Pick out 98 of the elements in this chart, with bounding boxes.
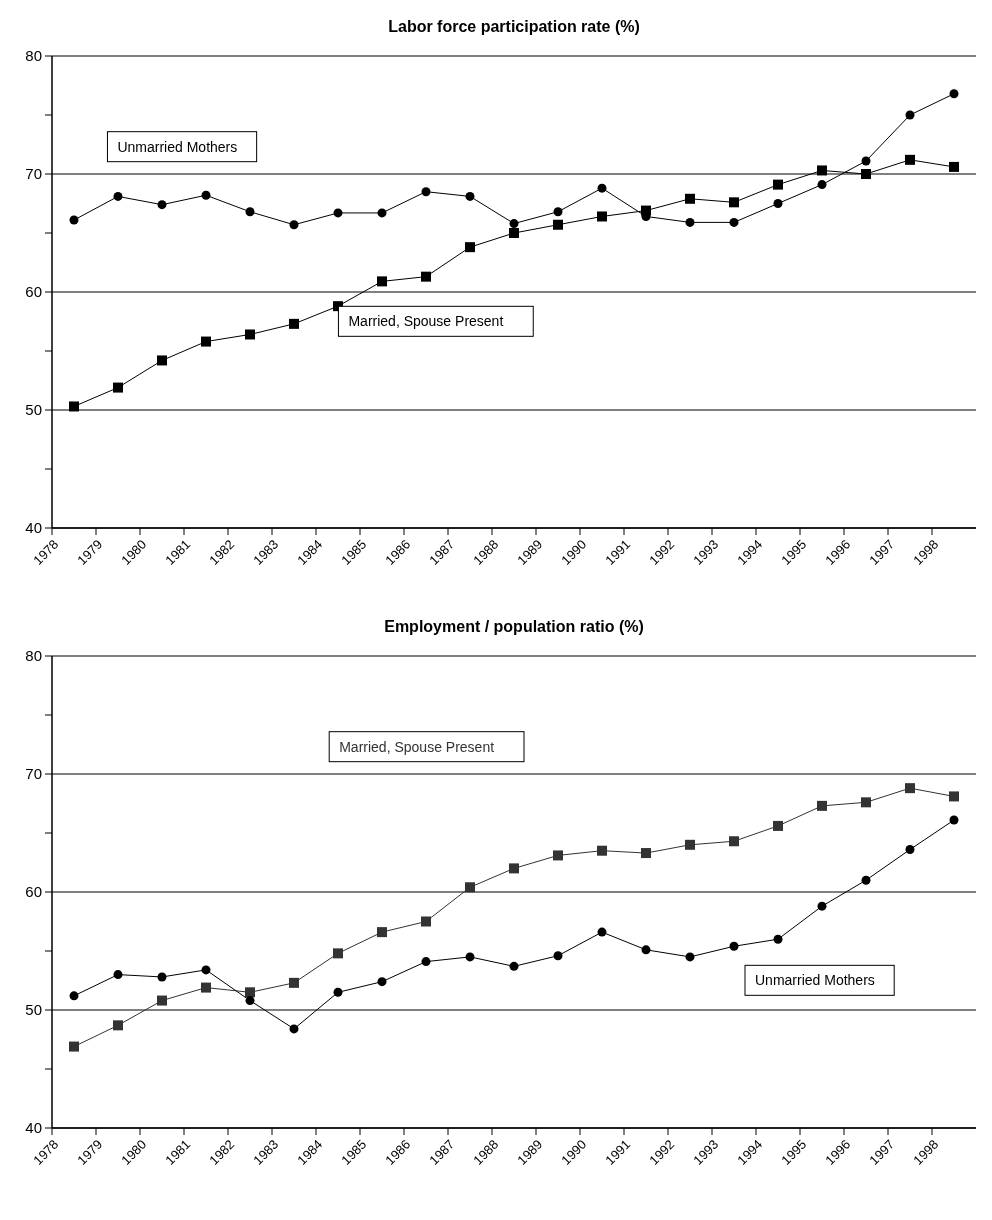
point (949, 89, 959, 99)
point (641, 205, 651, 216)
text: Unmarried Mothers (755, 972, 875, 989)
point (685, 839, 695, 850)
point (421, 957, 431, 967)
point (509, 863, 519, 874)
point (685, 193, 695, 204)
point (817, 800, 827, 811)
point (729, 197, 739, 208)
point (597, 211, 607, 222)
point (201, 965, 211, 975)
point (949, 161, 959, 172)
point (817, 165, 827, 176)
point (905, 110, 915, 120)
point (113, 1020, 123, 1031)
point (729, 836, 739, 847)
point (597, 845, 607, 856)
point (333, 208, 343, 218)
point (553, 850, 563, 861)
point (817, 180, 827, 190)
point (201, 336, 211, 347)
point (861, 169, 871, 179)
chart-title: Employment / population ratio (%) (384, 618, 644, 635)
y-tick-label: 60 (25, 283, 42, 301)
point (333, 948, 343, 959)
point (817, 901, 827, 911)
point (113, 191, 123, 201)
point (69, 1041, 79, 1052)
point (201, 190, 211, 200)
point (773, 934, 783, 944)
point (729, 941, 739, 951)
point (289, 220, 299, 230)
point (509, 219, 519, 229)
point (377, 276, 387, 287)
y-tick-label: 40 (25, 1119, 42, 1137)
point (465, 191, 475, 201)
point (245, 987, 255, 998)
point (157, 995, 167, 1006)
point (201, 982, 211, 993)
point (465, 882, 475, 893)
point (333, 987, 343, 997)
point (773, 199, 783, 208)
point (597, 927, 607, 937)
point (553, 219, 563, 230)
point (509, 961, 519, 971)
y-tick-label: 60 (25, 883, 42, 901)
chart-title: Labor force participation rate (%) (388, 18, 640, 35)
text: Unmarried Mothers (117, 138, 238, 155)
point (597, 183, 607, 193)
point (861, 875, 871, 885)
point (69, 401, 79, 412)
point (465, 952, 475, 962)
point (905, 845, 915, 855)
y-tick-label: 70 (25, 165, 42, 183)
y-tick-label: 50 (25, 401, 42, 419)
point (245, 207, 255, 217)
point (773, 820, 783, 831)
point (421, 187, 431, 197)
point (905, 783, 915, 794)
point (949, 815, 959, 825)
point (773, 179, 783, 190)
point (377, 208, 387, 218)
point (949, 791, 959, 802)
point (157, 355, 167, 366)
point (861, 156, 871, 166)
point (553, 951, 563, 961)
point (729, 217, 739, 227)
point (289, 1024, 299, 1034)
point (905, 154, 915, 165)
point (685, 217, 695, 227)
point (69, 215, 79, 225)
point (289, 977, 299, 988)
point (289, 318, 299, 329)
y-tick-label: 80 (25, 647, 42, 665)
point (377, 977, 387, 987)
point (157, 972, 167, 982)
text: Married, Spouse Present (339, 738, 495, 755)
point (465, 242, 475, 253)
point (245, 329, 255, 340)
point (553, 207, 563, 217)
point (69, 991, 79, 1001)
y-tick-label: 50 (25, 1001, 42, 1019)
point (509, 228, 519, 238)
point (113, 382, 123, 393)
y-tick-label: 80 (25, 47, 42, 65)
point (685, 952, 695, 962)
y-tick-label: 40 (25, 519, 42, 537)
point (377, 927, 387, 938)
point (641, 945, 651, 955)
series-label: Married, Spouse Present (348, 313, 504, 330)
point (157, 200, 167, 210)
point (113, 970, 123, 980)
y-tick-label: 70 (25, 765, 42, 783)
point (421, 916, 431, 927)
point (245, 996, 255, 1006)
point (641, 848, 651, 859)
point (861, 797, 871, 808)
point (421, 271, 431, 282)
